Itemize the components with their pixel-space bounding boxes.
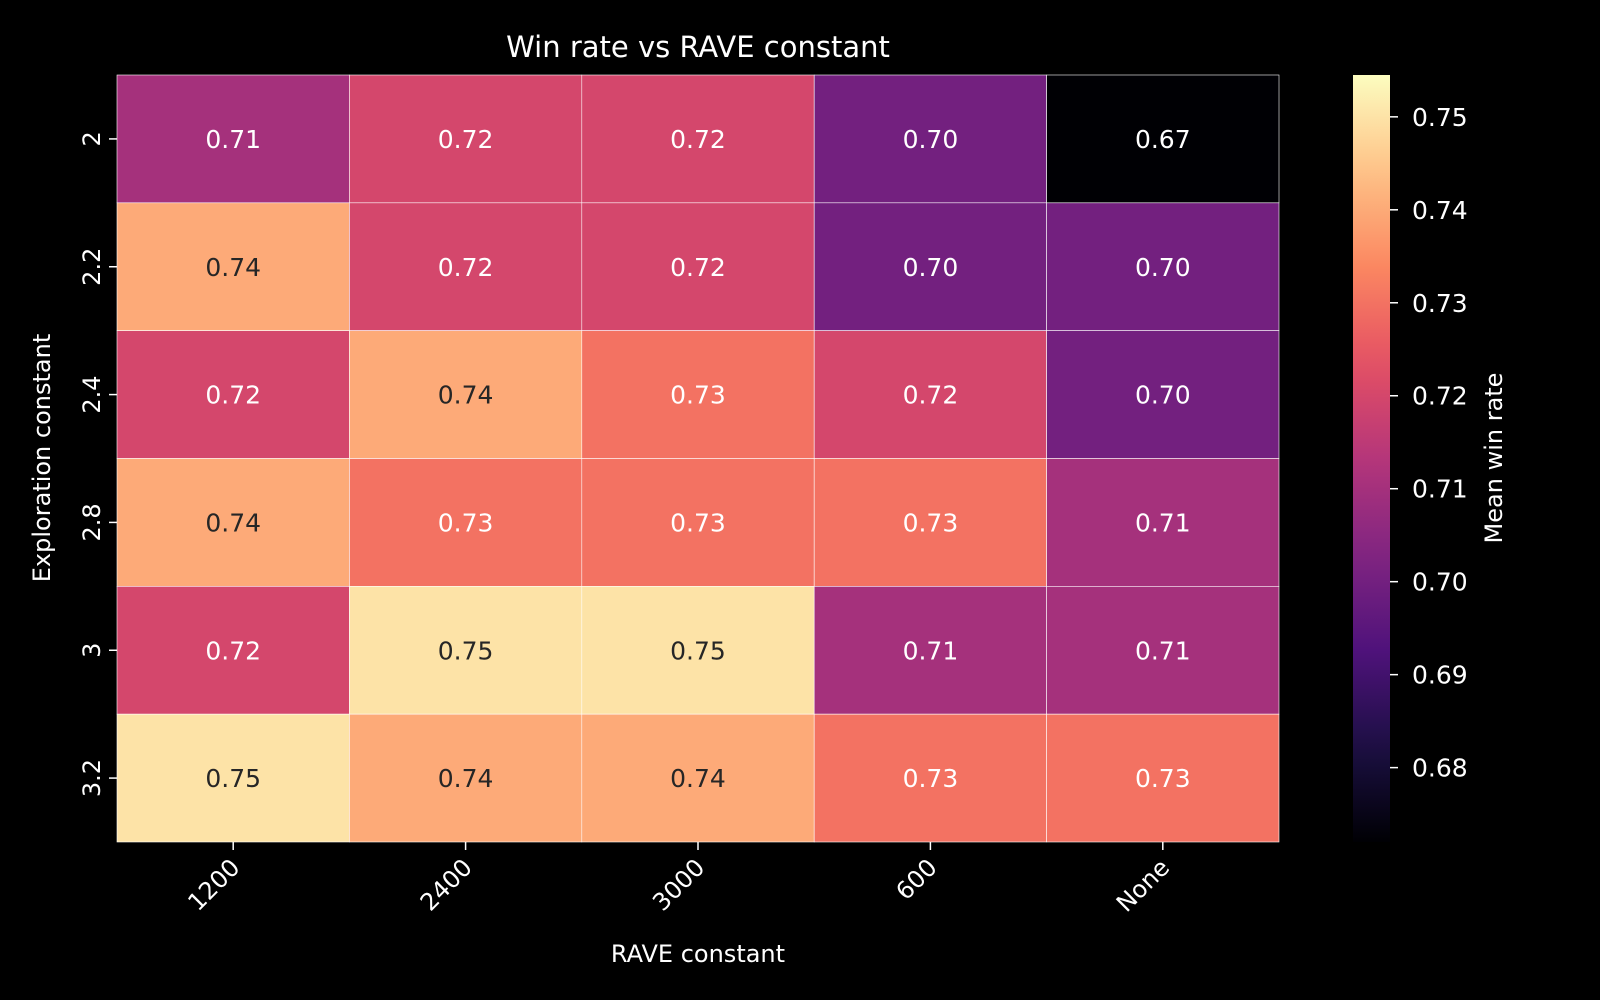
cell-value-label: 0.72 — [438, 253, 494, 282]
cell-value-label: 0.74 — [205, 253, 261, 282]
cell-value-label: 0.72 — [903, 381, 959, 410]
cell-value-label: 0.75 — [205, 764, 261, 793]
heatmap-cell — [1046, 586, 1280, 715]
y-tick-label: 3.2 — [78, 759, 106, 797]
heatmap-cell — [349, 330, 583, 459]
x-axis-label: RAVE constant — [611, 940, 785, 968]
cell-value-label: 0.70 — [1135, 381, 1191, 410]
y-axis: 2 2.2 2.4 2.8 3 3.2 — [78, 131, 117, 797]
cell-value-label: 0.70 — [903, 125, 959, 154]
cell-value-label: 0.74 — [205, 508, 261, 537]
cell-value-label: 0.72 — [205, 636, 261, 665]
cell-value-label: 0.71 — [1135, 508, 1191, 537]
heatmap-cell — [1046, 713, 1280, 843]
y-tick-label: 2.4 — [78, 375, 106, 413]
cell-value-label: 0.70 — [903, 253, 959, 282]
heatmap-cell — [116, 586, 350, 715]
cell-value-label: 0.72 — [670, 125, 726, 154]
cell-value-label: 0.73 — [903, 508, 959, 537]
heatmap-cell — [1046, 330, 1280, 459]
cell-value-label: 0.73 — [438, 508, 494, 537]
heatmap-cell — [1046, 202, 1280, 331]
cell-value-label: 0.71 — [205, 125, 261, 154]
colorbar-tick-label: 0.69 — [1412, 661, 1468, 690]
heatmap-cell — [581, 458, 815, 587]
y-tick-label: 3 — [78, 643, 106, 658]
cell-value-label: 0.71 — [1135, 636, 1191, 665]
heatmap-cell — [349, 586, 583, 715]
cell-value-label: 0.71 — [903, 636, 959, 665]
y-axis-label: Exploration constant — [28, 334, 56, 582]
heatmap-cells: 0.71 0.72 0.72 0.70 0.67 0.74 0.72 0.72 0.70 0.70… — [116, 74, 1280, 843]
colorbar-tick-label: 0.70 — [1412, 568, 1468, 597]
heatmap-cell — [581, 586, 815, 715]
cell-value-label: 0.74 — [670, 764, 726, 793]
y-tick-label: 2.2 — [78, 248, 106, 286]
heatmap-cell — [813, 74, 1047, 204]
cell-value-label: 0.74 — [438, 381, 494, 410]
heatmap-cell — [813, 458, 1047, 587]
y-tick-label: 2 — [78, 131, 106, 146]
colorbar-tick-label: 0.68 — [1412, 754, 1468, 783]
colorbar-label: Mean win rate — [1480, 373, 1508, 544]
colorbar-tick-label: 0.73 — [1412, 289, 1468, 318]
heatmap-cell — [349, 74, 583, 204]
heatmap-cell — [349, 202, 583, 331]
cell-value-label: 0.75 — [670, 636, 726, 665]
heatmap-cell — [1046, 458, 1280, 587]
cell-value-label: 0.74 — [438, 764, 494, 793]
colorbar-tick-label: 0.71 — [1412, 475, 1468, 504]
cell-value-label: 0.73 — [1135, 764, 1191, 793]
heatmap-cell — [813, 713, 1047, 843]
colorbar-tick-label: 0.72 — [1412, 382, 1468, 411]
cell-value-label: 0.73 — [670, 508, 726, 537]
cell-value-label: 0.73 — [670, 381, 726, 410]
chart-title: Win rate vs RAVE constant — [506, 30, 890, 64]
heatmap-cell — [116, 74, 350, 204]
heatmap-cell — [581, 713, 815, 843]
cell-value-label: 0.72 — [205, 381, 261, 410]
cell-value-label: 0.70 — [1135, 253, 1191, 282]
cell-value-label: 0.72 — [438, 125, 494, 154]
colorbar-tick-label: 0.74 — [1412, 196, 1468, 225]
heatmap-cell — [813, 202, 1047, 331]
heatmap-cell — [581, 330, 815, 459]
heatmap-cell — [116, 458, 350, 587]
heatmap-cell — [813, 330, 1047, 459]
heatmap-cell — [581, 74, 815, 204]
heatmap-cell — [116, 202, 350, 331]
cell-value-label: 0.73 — [903, 764, 959, 793]
heatmap-cell — [349, 458, 583, 587]
colorbar-gradient — [1353, 75, 1390, 842]
cell-value-label: 0.75 — [438, 636, 494, 665]
heatmap-cell — [116, 713, 350, 843]
y-tick-label: 2.8 — [78, 503, 106, 541]
cell-value-label: 0.72 — [670, 253, 726, 282]
cell-value-label: 0.67 — [1135, 125, 1191, 154]
colorbar-tick-label: 0.75 — [1412, 103, 1468, 132]
heatmap-cell — [581, 202, 815, 331]
colorbar: 0.68 0.69 0.70 0.71 0.72 0.73 0.74 0.75 — [1353, 75, 1468, 842]
heatmap-cell — [813, 586, 1047, 715]
